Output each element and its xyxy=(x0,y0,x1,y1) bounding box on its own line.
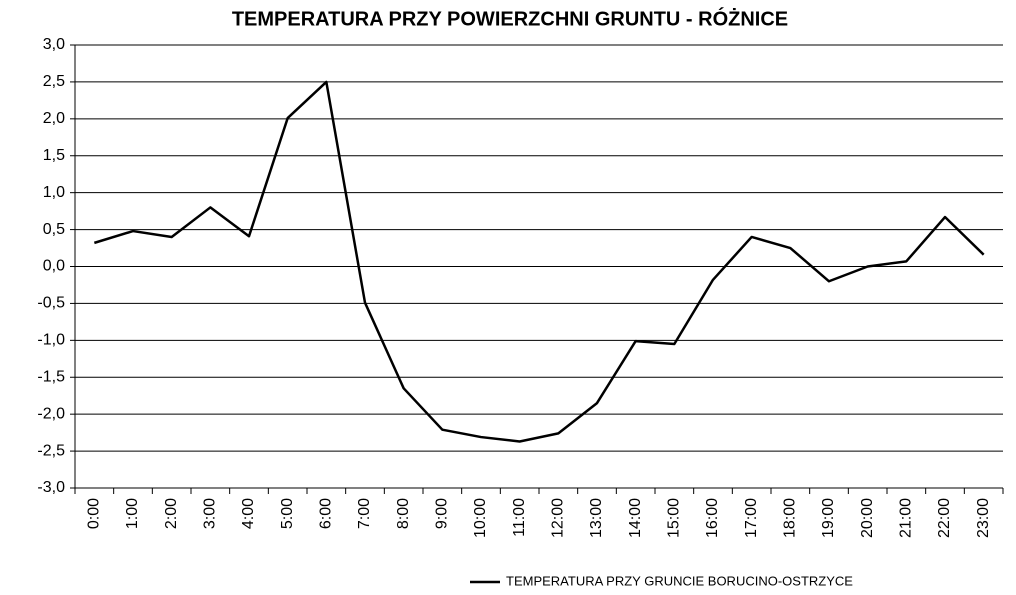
data-line xyxy=(93,80,985,443)
y-tick-label: 2,5 xyxy=(43,73,65,90)
x-tick-label: 6:00 xyxy=(318,498,335,529)
x-tick-label: 22:00 xyxy=(936,498,953,538)
x-tick-label: 21:00 xyxy=(898,498,915,538)
x-tick-label: 5:00 xyxy=(279,498,296,529)
x-tick-label: 20:00 xyxy=(859,498,876,538)
x-tick-label: 18:00 xyxy=(782,498,799,538)
x-tick-label: 0:00 xyxy=(86,498,103,529)
x-tick-label: 14:00 xyxy=(627,498,644,538)
x-tick-label: 9:00 xyxy=(434,498,451,529)
y-tick-label: -3,0 xyxy=(37,479,65,496)
x-tick-label: 10:00 xyxy=(472,498,489,538)
x-tick-label: 23:00 xyxy=(975,498,992,538)
x-tick-label: 17:00 xyxy=(743,498,760,538)
x-tick-label: 8:00 xyxy=(395,498,412,529)
x-tick-label: 2:00 xyxy=(163,498,180,529)
x-tick-label: 3:00 xyxy=(202,498,219,529)
y-tick-label: 3,0 xyxy=(43,36,65,53)
x-tick-label: 15:00 xyxy=(666,498,683,538)
chart-title: TEMPERATURA PRZY POWIERZCHNI GRUNTU - RÓ… xyxy=(232,6,788,30)
x-tick-label: 7:00 xyxy=(356,498,373,529)
x-tick-label: 1:00 xyxy=(124,498,141,529)
x-tick-label: 4:00 xyxy=(240,498,257,529)
y-tick-label: -1,5 xyxy=(37,368,65,385)
y-tick-label: -1,0 xyxy=(37,332,65,349)
x-tick-label: 19:00 xyxy=(820,498,837,538)
y-tick-label: 1,5 xyxy=(43,147,65,164)
y-tick-label: -2,5 xyxy=(37,442,65,459)
x-tick-label: 12:00 xyxy=(550,498,567,538)
legend-label: TEMPERATURA PRZY GRUNCIE BORUCINO-OSTRZY… xyxy=(506,573,853,588)
y-tick-label: 1,0 xyxy=(43,184,65,201)
y-tick-label: 0,5 xyxy=(43,221,65,238)
x-tick-label: 13:00 xyxy=(588,498,605,538)
y-tick-label: 2,0 xyxy=(43,110,65,127)
y-tick-label: -2,0 xyxy=(37,405,65,422)
x-tick-label: 11:00 xyxy=(511,498,528,537)
y-tick-label: -0,5 xyxy=(37,295,65,312)
x-tick-label: 16:00 xyxy=(704,498,721,538)
y-tick-label: 0,0 xyxy=(43,258,65,275)
